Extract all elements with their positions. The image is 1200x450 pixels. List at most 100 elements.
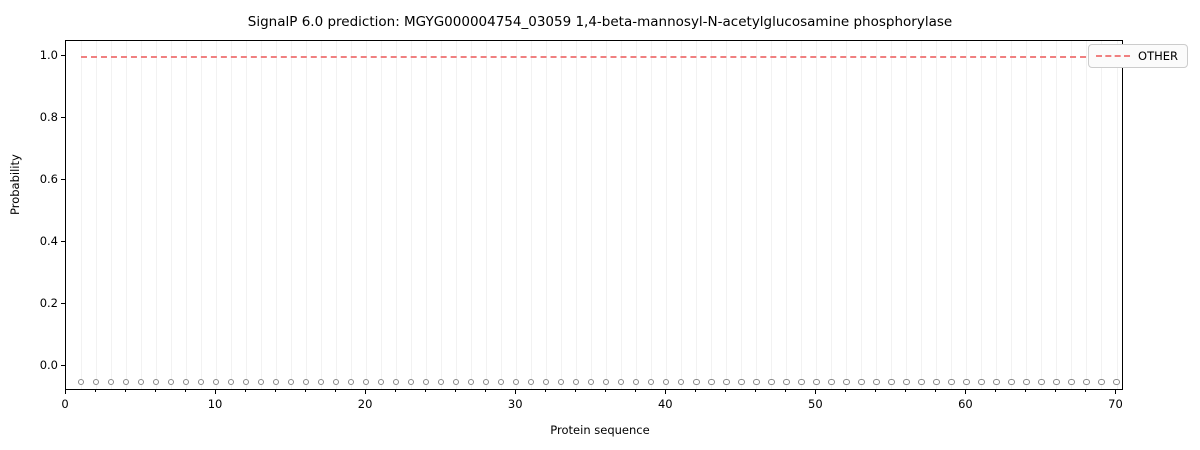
gridline bbox=[966, 41, 968, 389]
gridline bbox=[1116, 41, 1118, 389]
x-tick-mark bbox=[214, 390, 216, 394]
gridlines bbox=[66, 41, 1122, 389]
residue-marker bbox=[287, 378, 295, 385]
x-tick-mark bbox=[964, 390, 967, 394]
series-other-line bbox=[66, 41, 1122, 389]
gridline bbox=[636, 41, 638, 389]
gridline bbox=[726, 41, 728, 389]
residue-marker bbox=[738, 378, 745, 385]
x-tick-minor bbox=[544, 390, 546, 393]
x-tick-minor bbox=[454, 390, 456, 393]
x-tick-minor bbox=[94, 390, 96, 393]
gridline bbox=[501, 41, 503, 389]
gridline bbox=[381, 41, 383, 389]
y-tick-label: 1.0 bbox=[39, 48, 58, 63]
gridline bbox=[471, 41, 473, 389]
residue-marker bbox=[347, 378, 355, 385]
residue-marker bbox=[648, 378, 655, 385]
residue-marker bbox=[618, 378, 625, 385]
residue-marker bbox=[1008, 378, 1015, 385]
y-tick-mark bbox=[61, 116, 65, 119]
gridline bbox=[561, 41, 563, 389]
legend-swatch-other bbox=[1096, 55, 1131, 57]
residue-marker bbox=[122, 378, 130, 385]
residue-marker bbox=[993, 378, 1000, 385]
residue-marker bbox=[948, 378, 955, 385]
x-tick-minor bbox=[904, 390, 906, 393]
gridline bbox=[621, 41, 623, 389]
gridline bbox=[1086, 41, 1088, 389]
residue-marker bbox=[768, 378, 775, 385]
gridline bbox=[756, 41, 758, 389]
x-tick-minor bbox=[484, 390, 486, 393]
gridline bbox=[606, 41, 608, 389]
residue-marker bbox=[377, 378, 385, 385]
gridline bbox=[876, 41, 878, 389]
residue-marker bbox=[723, 378, 730, 385]
gridline bbox=[981, 41, 983, 389]
x-tick-mark bbox=[1115, 390, 1117, 394]
residue-marker bbox=[1068, 378, 1075, 385]
residue-marker bbox=[753, 378, 760, 385]
x-tick-minor bbox=[694, 390, 696, 393]
x-tick-mark bbox=[514, 390, 516, 394]
gridline bbox=[906, 41, 908, 389]
gridline bbox=[531, 41, 533, 389]
x-tick-minor bbox=[844, 390, 846, 393]
residue-marker bbox=[1038, 378, 1045, 385]
x-tick-minor bbox=[244, 390, 246, 393]
x-tick-minor bbox=[754, 390, 756, 393]
residue-marker bbox=[1098, 378, 1105, 385]
residue-marker bbox=[152, 378, 160, 385]
gridline bbox=[576, 41, 578, 389]
residue-marker bbox=[633, 378, 640, 385]
residue-marker bbox=[708, 378, 715, 385]
gridline bbox=[426, 41, 428, 389]
residue-marker bbox=[663, 378, 670, 385]
gridline bbox=[1101, 41, 1103, 389]
gridline bbox=[771, 41, 773, 389]
residue-marker bbox=[182, 378, 190, 385]
x-tick-minor bbox=[274, 390, 276, 393]
residue-marker bbox=[302, 378, 310, 385]
y-tick-mark bbox=[61, 364, 65, 366]
x-tick-minor bbox=[184, 390, 186, 393]
x-tick-mark bbox=[664, 390, 666, 394]
residue-marker bbox=[783, 378, 790, 385]
residue-marker bbox=[888, 378, 895, 385]
x-tick-minor bbox=[304, 390, 306, 393]
gridline bbox=[291, 41, 293, 389]
y-tick-label: 0.2 bbox=[39, 296, 58, 311]
gridline bbox=[591, 41, 593, 389]
residue-marker bbox=[528, 378, 535, 385]
residue-marker bbox=[693, 378, 700, 385]
gridline bbox=[186, 41, 188, 389]
residue-marker bbox=[242, 378, 250, 385]
x-tick-label: 10 bbox=[207, 397, 223, 411]
gridline bbox=[831, 41, 833, 389]
gridline bbox=[696, 41, 698, 389]
x-tick-label: 40 bbox=[657, 397, 673, 411]
residue-marker bbox=[678, 378, 685, 385]
y-tick-mark bbox=[61, 54, 65, 57]
x-tick-mark bbox=[64, 390, 66, 394]
gridline bbox=[231, 41, 233, 389]
gridline bbox=[276, 41, 278, 389]
residue-marker bbox=[573, 378, 580, 385]
residue-marker bbox=[543, 378, 550, 385]
residue-marker bbox=[332, 378, 340, 385]
gridline bbox=[96, 41, 97, 389]
gridline bbox=[1011, 41, 1013, 389]
gridline bbox=[1041, 41, 1043, 389]
gridline bbox=[951, 41, 953, 389]
residue-marker bbox=[513, 378, 520, 385]
gridline bbox=[306, 41, 308, 389]
residue-marker bbox=[422, 378, 430, 385]
x-tick-mark bbox=[364, 390, 366, 394]
y-tick-label: 0.8 bbox=[39, 110, 58, 125]
gridline bbox=[681, 41, 683, 389]
residue-marker bbox=[227, 378, 235, 385]
x-tick-minor bbox=[394, 390, 396, 393]
gridline bbox=[261, 41, 263, 389]
residue-marker bbox=[1023, 378, 1030, 385]
